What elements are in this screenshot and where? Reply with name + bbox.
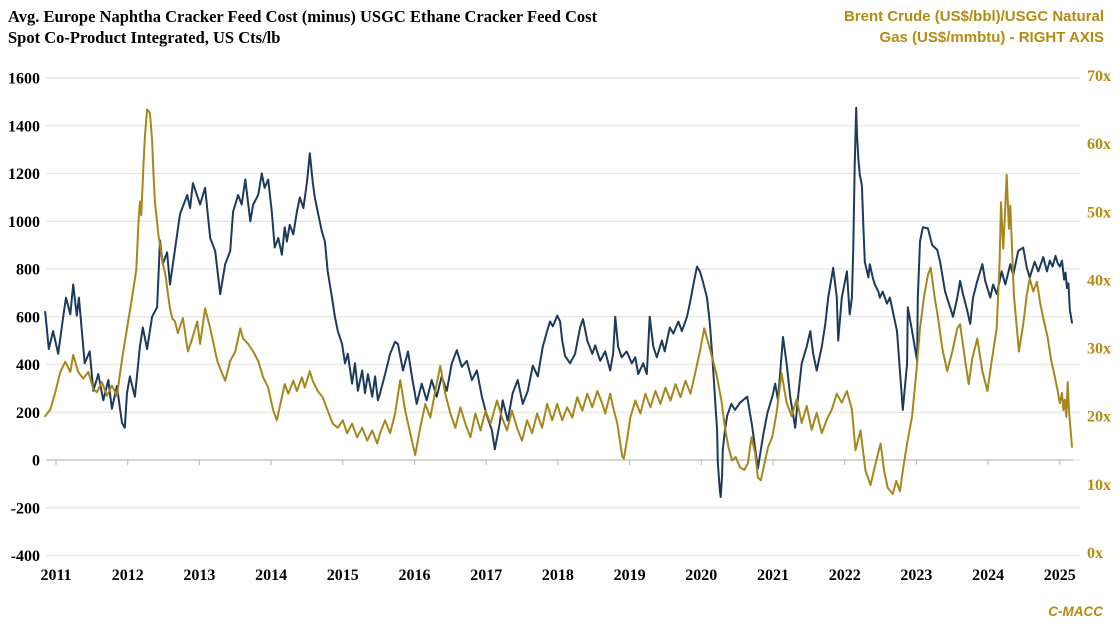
left-axis-tick-label: 0 <box>32 453 40 470</box>
right-axis-tick-label: 60x <box>1087 136 1111 153</box>
x-axis-year-label: 2017 <box>470 567 502 584</box>
x-axis-year-label: 2022 <box>829 567 861 584</box>
x-axis-year-label: 2014 <box>255 567 287 584</box>
left-axis-tick-label: 1000 <box>8 214 40 231</box>
left-axis-tick-label: 1400 <box>8 118 40 135</box>
gold-series-line <box>44 108 1073 495</box>
x-axis-year-label: 2019 <box>614 567 646 584</box>
x-axis-year-label: 2021 <box>757 567 789 584</box>
left-axis-tick-label: 1200 <box>8 166 40 183</box>
left-axis-tick-label: 1600 <box>8 71 40 88</box>
right-axis-title: Brent Crude (US$/bbl)/USGC Natural Gas (… <box>744 6 1104 48</box>
left-axis-tick-label: 200 <box>16 405 40 422</box>
x-axis-year-label: 2024 <box>972 567 1004 584</box>
x-axis-year-label: 2013 <box>183 567 215 584</box>
left-axis-tick-label: 600 <box>16 309 40 326</box>
x-axis-year-label: 2023 <box>900 567 932 584</box>
navy-series-line <box>44 106 1073 498</box>
right-axis-tick-label: 10x <box>1087 477 1111 494</box>
left-axis-tick-label: 400 <box>16 357 40 374</box>
left-axis-tick-label: 800 <box>16 262 40 279</box>
x-axis-year-label: 2015 <box>327 567 359 584</box>
x-axis-year-label: 2016 <box>399 567 431 584</box>
x-axis-year-label: 2018 <box>542 567 574 584</box>
right-axis-tick-label: 30x <box>1087 341 1111 358</box>
right-axis-title-line1: Brent Crude (US$/bbl)/USGC Natural <box>843 8 1104 25</box>
right-axis-title-line2: Gas (US$/mmbtu) - RIGHT AXIS <box>879 29 1104 46</box>
right-axis-tick-label: 50x <box>1087 204 1111 221</box>
left-axis-tick-label: -400 <box>11 548 40 565</box>
x-axis-year-label: 2020 <box>685 567 717 584</box>
left-axis-tick-label: -200 <box>11 500 40 517</box>
chart-title: Avg. Europe Naphtha Cracker Feed Cost (m… <box>8 6 728 48</box>
chart-title-line2: Spot Co-Product Integrated, US Cts/lb <box>8 28 281 47</box>
x-axis-year-label: 2025 <box>1044 567 1076 584</box>
x-axis-year-label: 2012 <box>112 567 144 584</box>
right-axis-tick-label: 70x <box>1087 68 1111 85</box>
x-axis-year-label: 2011 <box>40 567 71 584</box>
right-axis-tick-label: 40x <box>1087 272 1111 289</box>
chart-title-line1: Avg. Europe Naphtha Cracker Feed Cost (m… <box>8 7 598 26</box>
right-axis-tick-label: 0x <box>1087 545 1103 562</box>
brand-logo: C-MACC <box>1048 604 1103 619</box>
right-axis-tick-label: 20x <box>1087 409 1111 426</box>
